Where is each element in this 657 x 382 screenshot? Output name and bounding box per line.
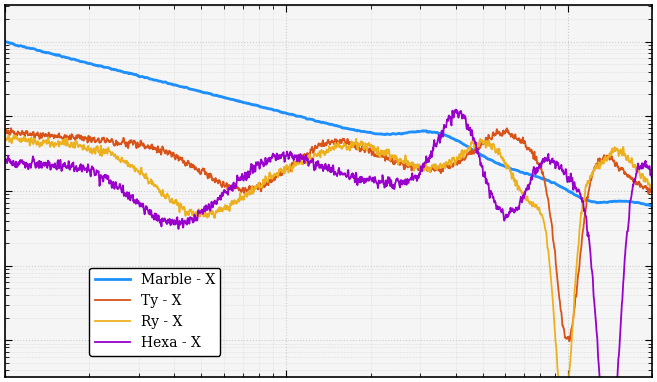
Ty - X — [630, 177, 638, 182]
Ry - X — [511, 178, 519, 182]
Marble - X — [630, 200, 638, 205]
Legend: Marble - X, Ty - X, Ry - X, Hexa - X: Marble - X, Ty - X, Ry - X, Hexa - X — [89, 268, 221, 356]
Ry - X — [630, 163, 638, 168]
Ty - X — [34, 132, 42, 136]
Marble - X — [511, 168, 519, 172]
Line: Hexa - X: Hexa - X — [5, 110, 652, 382]
Hexa - X — [34, 161, 41, 166]
Line: Marble - X: Marble - X — [5, 42, 652, 206]
Hexa - X — [298, 156, 306, 160]
Ry - X — [34, 141, 42, 146]
Ry - X — [1, 136, 9, 141]
Ty - X — [316, 141, 324, 146]
Marble - X — [1, 39, 9, 44]
Ry - X — [630, 163, 638, 167]
Hexa - X — [452, 107, 460, 112]
Hexa - X — [648, 174, 656, 178]
Ry - X — [316, 153, 324, 158]
Marble - X — [1, 40, 9, 44]
Hexa - X — [630, 177, 638, 182]
Marble - X — [316, 120, 324, 125]
Ty - X — [1, 128, 9, 133]
Marble - X — [34, 48, 42, 53]
Marble - X — [648, 204, 656, 209]
Ty - X — [630, 178, 638, 183]
Ty - X — [566, 339, 574, 344]
Ty - X — [7, 126, 15, 130]
Ry - X — [5, 133, 12, 138]
Ty - X — [299, 154, 307, 159]
Marble - X — [299, 115, 307, 120]
Hexa - X — [1, 156, 9, 161]
Hexa - X — [315, 165, 323, 170]
Ty - X — [511, 132, 519, 137]
Line: Ry - X: Ry - X — [5, 135, 652, 382]
Ty - X — [648, 186, 656, 191]
Ry - X — [648, 185, 656, 189]
Line: Ty - X: Ty - X — [5, 128, 652, 342]
Ry - X — [299, 162, 307, 167]
Marble - X — [629, 200, 637, 204]
Hexa - X — [630, 180, 638, 184]
Hexa - X — [511, 208, 519, 213]
